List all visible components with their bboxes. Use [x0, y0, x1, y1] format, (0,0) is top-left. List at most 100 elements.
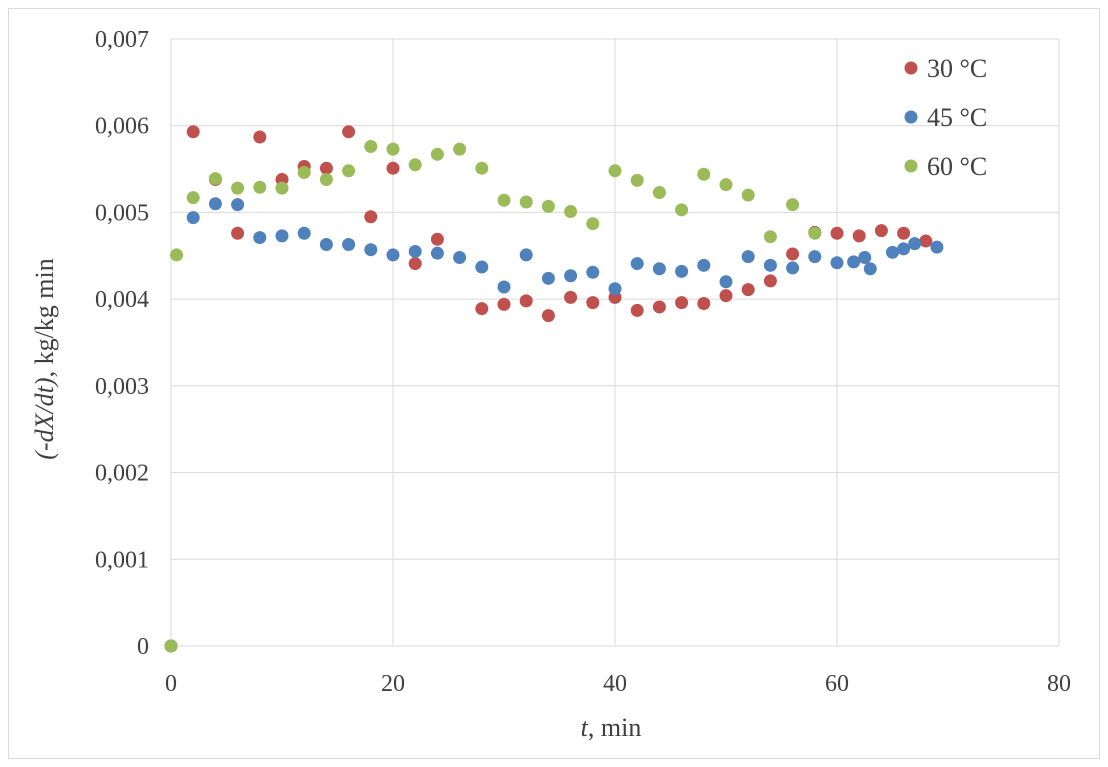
point-series-2	[497, 280, 511, 294]
legend-marker	[904, 110, 918, 124]
point-series-3	[408, 158, 422, 172]
point-series-2	[430, 246, 444, 260]
point-series-1	[186, 125, 200, 139]
point-series-3	[741, 188, 755, 202]
point-series-3	[430, 147, 444, 161]
point-series-3	[519, 195, 533, 209]
legend-label: 30 °C	[927, 54, 987, 83]
x-tick-label: 40	[603, 671, 627, 697]
point-series-2	[231, 198, 245, 212]
point-series-2	[863, 262, 877, 276]
point-series-2	[564, 269, 578, 283]
point-series-3	[386, 142, 400, 156]
legend-label: 45 °C	[927, 103, 987, 132]
point-series-1	[630, 303, 644, 317]
point-series-1	[519, 294, 533, 308]
x-tick-label: 20	[381, 671, 405, 697]
point-series-2	[847, 255, 861, 269]
point-series-1	[697, 296, 711, 310]
point-series-3	[253, 180, 267, 194]
point-series-2	[186, 211, 200, 225]
point-series-1	[430, 232, 444, 246]
point-series-1	[475, 302, 489, 316]
point-series-2	[930, 240, 944, 254]
point-series-1	[874, 224, 888, 238]
point-series-2	[741, 250, 755, 264]
point-series-3	[342, 164, 356, 178]
legend: 30 °C 45 °C 60 °C	[904, 54, 987, 181]
point-series-2	[908, 237, 922, 251]
point-series-2	[652, 262, 666, 276]
point-series-2	[408, 244, 422, 258]
point-series-1	[364, 210, 378, 224]
point-series-3	[719, 178, 733, 192]
point-series-2	[897, 242, 911, 256]
x-tick-labels: 0 20 40 60 80	[165, 671, 1071, 697]
point-series-1	[564, 290, 578, 304]
point-series-2	[830, 256, 844, 270]
point-series-2	[208, 197, 222, 211]
y-tick-label: 0	[137, 634, 149, 660]
point-series-1	[852, 229, 866, 243]
point-series-3	[808, 226, 822, 240]
point-series-3	[170, 248, 184, 262]
point-series-3	[297, 166, 311, 180]
data-points	[164, 125, 944, 653]
point-series-2	[342, 238, 356, 252]
point-series-1	[253, 130, 267, 144]
y-axis-title-rest: , kg/kg min	[30, 258, 59, 377]
point-series-1	[342, 125, 356, 139]
point-series-3	[652, 185, 666, 199]
point-series-3	[475, 161, 489, 175]
x-axis-title-rest: , min	[588, 713, 641, 742]
point-series-2	[786, 261, 800, 275]
point-series-1	[897, 226, 911, 240]
x-tick-label: 80	[1047, 671, 1071, 697]
point-series-1	[231, 226, 245, 240]
x-tick-label: 60	[825, 671, 849, 697]
point-series-3	[364, 140, 378, 154]
point-series-2	[475, 260, 489, 274]
point-series-2	[364, 243, 378, 257]
point-series-2	[519, 248, 533, 262]
point-series-2	[586, 265, 600, 279]
y-tick-label: 0,001	[95, 547, 149, 573]
x-axis-title: t, min	[581, 713, 642, 742]
point-series-2	[453, 251, 467, 265]
gridlines	[170, 38, 1060, 647]
point-series-3	[675, 203, 689, 217]
point-series-1	[497, 297, 511, 311]
x-axis-title-italic: t	[581, 713, 589, 742]
point-series-1	[763, 274, 777, 288]
point-series-1	[541, 309, 555, 323]
point-series-2	[541, 271, 555, 285]
y-tick-label: 0,006	[95, 114, 149, 140]
y-tick-label: 0,005	[95, 200, 149, 226]
point-series-2	[319, 238, 333, 252]
point-series-1	[319, 161, 333, 175]
point-series-3	[786, 198, 800, 212]
x-tick-label: 0	[165, 671, 177, 697]
point-series-1	[386, 161, 400, 175]
point-series-2	[675, 264, 689, 278]
chart-frame: 0 20 40 60 80 0 0,001 0,002 0,003 0,004 0,005 0,00…	[8, 8, 1100, 759]
point-series-2	[297, 226, 311, 240]
point-series-1	[830, 226, 844, 240]
point-series-1	[919, 234, 933, 248]
y-tick-label: 0,002	[95, 461, 149, 487]
point-series-1	[652, 300, 666, 314]
point-series-2	[275, 229, 289, 243]
legend-marker	[904, 61, 918, 75]
point-series-1	[741, 283, 755, 297]
point-series-2	[886, 245, 899, 259]
point-series-3	[541, 199, 555, 213]
point-series-3	[231, 181, 245, 195]
point-series-2	[386, 248, 400, 262]
point-series-3	[497, 193, 511, 207]
point-series-3	[164, 639, 178, 653]
point-series-3	[208, 172, 222, 186]
point-series-3	[275, 181, 289, 195]
point-series-2	[719, 275, 733, 289]
point-series-3	[186, 191, 200, 205]
y-tick-label: 0,003	[95, 374, 149, 400]
